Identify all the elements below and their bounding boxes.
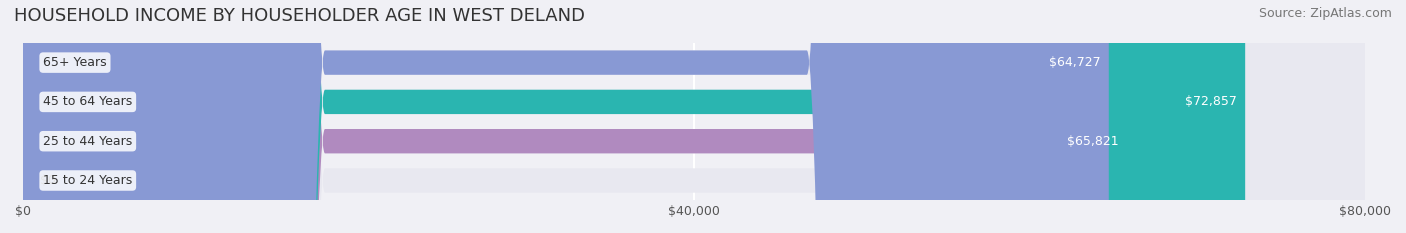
FancyBboxPatch shape xyxy=(22,0,1365,233)
Text: 65+ Years: 65+ Years xyxy=(44,56,107,69)
FancyBboxPatch shape xyxy=(22,0,1128,233)
Text: Source: ZipAtlas.com: Source: ZipAtlas.com xyxy=(1258,7,1392,20)
Text: 45 to 64 Years: 45 to 64 Years xyxy=(44,95,132,108)
Text: $0: $0 xyxy=(39,174,56,187)
FancyBboxPatch shape xyxy=(22,0,1109,233)
FancyBboxPatch shape xyxy=(22,0,1365,233)
Text: $72,857: $72,857 xyxy=(1185,95,1237,108)
Text: $64,727: $64,727 xyxy=(1049,56,1101,69)
Text: 25 to 44 Years: 25 to 44 Years xyxy=(44,135,132,148)
Text: 15 to 24 Years: 15 to 24 Years xyxy=(44,174,132,187)
Text: $65,821: $65,821 xyxy=(1067,135,1119,148)
FancyBboxPatch shape xyxy=(22,0,1365,233)
FancyBboxPatch shape xyxy=(22,0,1365,233)
FancyBboxPatch shape xyxy=(22,0,1246,233)
Text: HOUSEHOLD INCOME BY HOUSEHOLDER AGE IN WEST DELAND: HOUSEHOLD INCOME BY HOUSEHOLDER AGE IN W… xyxy=(14,7,585,25)
